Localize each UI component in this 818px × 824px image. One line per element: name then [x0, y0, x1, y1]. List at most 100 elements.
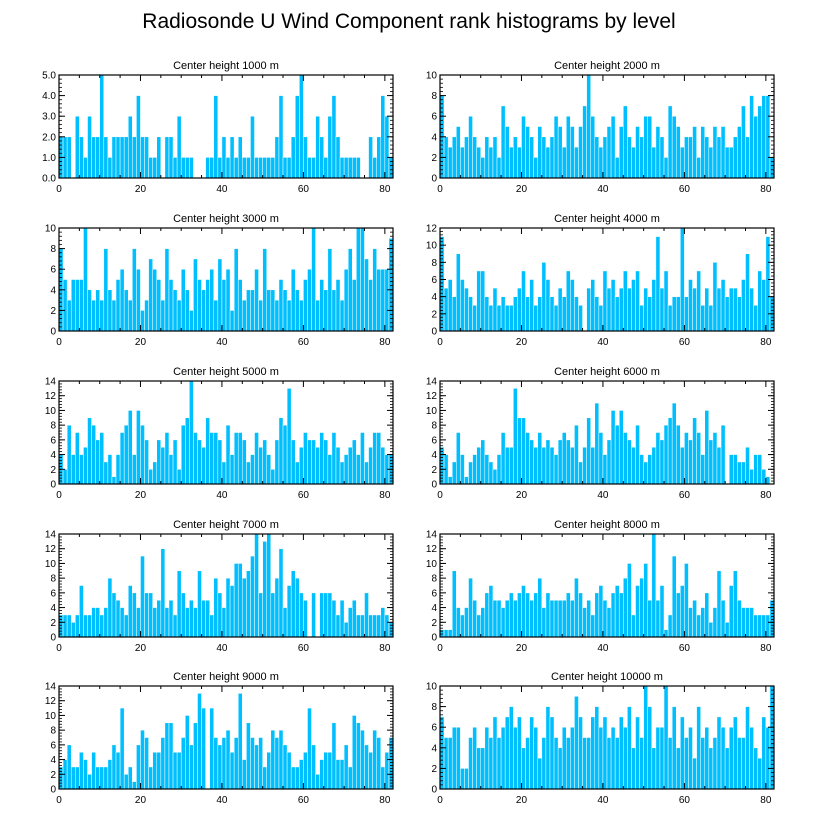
- histogram-bar: [627, 287, 632, 332]
- histogram-bar: [180, 268, 186, 332]
- histogram-bar: [627, 136, 632, 179]
- histogram-bar: [680, 227, 685, 332]
- histogram-bar: [254, 432, 259, 485]
- y-tick-label: 14: [426, 530, 438, 541]
- histogram-bar: [237, 279, 243, 332]
- histogram-bar: [492, 716, 498, 790]
- histogram-bar: [700, 126, 705, 179]
- histogram-bar: [594, 402, 600, 485]
- histogram-bar: [343, 268, 349, 332]
- histogram-bar: [111, 299, 117, 332]
- histogram-bar: [233, 432, 239, 485]
- histogram-bar: [443, 629, 449, 638]
- histogram-bar: [307, 439, 312, 485]
- histogram-bar: [233, 563, 239, 638]
- histogram-bar: [376, 268, 382, 332]
- histogram-bar: [111, 592, 117, 638]
- histogram-bar: [311, 744, 316, 790]
- histogram-bar: [598, 305, 604, 332]
- histogram-bar: [712, 262, 718, 332]
- histogram-bar: [242, 577, 247, 638]
- histogram-bar: [667, 737, 673, 790]
- histogram-bar: [380, 95, 386, 179]
- histogram-bar: [172, 751, 178, 790]
- histogram-bar: [79, 136, 84, 179]
- histogram-bar: [197, 279, 202, 332]
- histogram-bar: [152, 751, 157, 790]
- histogram-bar: [618, 592, 624, 638]
- histogram-bar: [172, 289, 178, 332]
- histogram-bar: [205, 157, 210, 179]
- plot-frame: [439, 74, 775, 179]
- histogram-bar: [553, 737, 559, 790]
- histogram-bar: [339, 759, 345, 790]
- y-tick-label: 14: [426, 377, 438, 388]
- histogram-bar: [561, 726, 567, 790]
- histogram-bar: [500, 607, 506, 638]
- y-tick-label: 10: [45, 406, 57, 417]
- histogram-bar: [278, 729, 284, 790]
- histogram-bar: [733, 570, 738, 638]
- histogram-bar: [737, 737, 742, 790]
- histogram-bar: [659, 287, 665, 332]
- histogram-bar: [262, 248, 267, 332]
- x-tick-label: 0: [56, 337, 62, 348]
- histogram-bar: [663, 424, 669, 485]
- histogram-bar: [749, 469, 754, 485]
- histogram-bar: [213, 95, 219, 179]
- histogram-bar: [700, 305, 705, 332]
- histogram-bar: [352, 157, 357, 179]
- histogram-bar: [675, 424, 681, 485]
- histogram-bar: [282, 157, 288, 179]
- histogram-bar: [712, 126, 718, 179]
- histogram-bar: [66, 136, 72, 179]
- histogram-bar: [688, 279, 693, 332]
- histogram-bar: [254, 533, 259, 638]
- histogram-bar: [712, 607, 718, 638]
- histogram-bar: [290, 268, 296, 332]
- histogram-bar: [757, 614, 763, 638]
- y-tick-label: 4.0: [42, 91, 56, 102]
- histogram-bar: [529, 716, 534, 790]
- histogram-bar: [164, 432, 170, 485]
- histogram-bar: [335, 614, 341, 638]
- histogram-bar: [586, 287, 591, 332]
- histogram-bar: [460, 454, 465, 485]
- histogram-bar: [380, 766, 386, 790]
- histogram-bar: [480, 439, 486, 485]
- histogram-bar: [537, 432, 543, 485]
- histogram-bar: [541, 136, 547, 179]
- histogram-bar: [364, 744, 369, 790]
- histogram-bar: [517, 146, 522, 179]
- histogram-bar: [675, 592, 681, 638]
- histogram-bar: [347, 248, 353, 332]
- histogram-bar: [242, 759, 247, 790]
- histogram-bar: [331, 289, 337, 332]
- histogram-bar: [229, 751, 235, 790]
- histogram-bar: [708, 146, 714, 179]
- histogram-bar: [95, 607, 100, 638]
- y-tick-label: 2: [50, 465, 56, 476]
- histogram-bar: [140, 310, 145, 332]
- x-tick-label: 0: [437, 643, 443, 654]
- histogram-bar: [242, 299, 247, 332]
- y-tick-label: 8: [50, 726, 56, 737]
- histogram-bar: [647, 296, 653, 332]
- histogram-bar: [323, 157, 329, 179]
- histogram-bar: [250, 555, 255, 638]
- histogram-bar: [274, 299, 280, 332]
- y-tick-label: 10: [45, 224, 57, 235]
- histogram-bar: [103, 248, 109, 332]
- histogram-bar: [327, 248, 333, 332]
- histogram-bar: [504, 716, 510, 790]
- histogram-bar: [472, 136, 477, 179]
- histogram-bar: [111, 136, 117, 179]
- histogram-bar: [237, 136, 243, 179]
- histogram-bar: [521, 747, 526, 790]
- histogram-bar: [464, 136, 469, 179]
- histogram-bar: [327, 115, 333, 179]
- y-tick-label: 2: [431, 764, 437, 775]
- histogram-bar: [160, 446, 166, 485]
- histogram-bar: [557, 439, 563, 485]
- histogram-bar: [696, 432, 701, 485]
